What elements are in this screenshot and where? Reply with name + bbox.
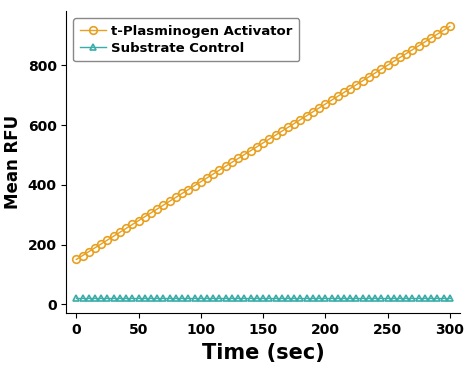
t-Plasminogen Activator xyxy=(161,203,166,207)
Substrate Control xyxy=(447,295,453,300)
t-Plasminogen Activator xyxy=(73,257,79,262)
t-Plasminogen Activator xyxy=(273,133,278,138)
t-Plasminogen Activator xyxy=(397,55,403,60)
Substrate Control xyxy=(73,295,79,300)
t-Plasminogen Activator xyxy=(204,176,210,180)
Substrate Control xyxy=(204,295,210,300)
Line: t-Plasminogen Activator: t-Plasminogen Activator xyxy=(73,23,454,263)
t-Plasminogen Activator xyxy=(298,117,303,122)
Substrate Control xyxy=(161,295,166,300)
t-Plasminogen Activator xyxy=(148,210,154,215)
Substrate Control xyxy=(148,295,154,300)
Y-axis label: Mean RFU: Mean RFU xyxy=(4,115,22,209)
X-axis label: Time (sec): Time (sec) xyxy=(202,343,324,363)
Substrate Control xyxy=(273,295,278,300)
Line: Substrate Control: Substrate Control xyxy=(73,294,453,301)
Legend: t-Plasminogen Activator, Substrate Control: t-Plasminogen Activator, Substrate Contr… xyxy=(73,18,299,61)
t-Plasminogen Activator xyxy=(447,24,453,29)
Substrate Control xyxy=(397,295,403,300)
Substrate Control xyxy=(298,295,303,300)
